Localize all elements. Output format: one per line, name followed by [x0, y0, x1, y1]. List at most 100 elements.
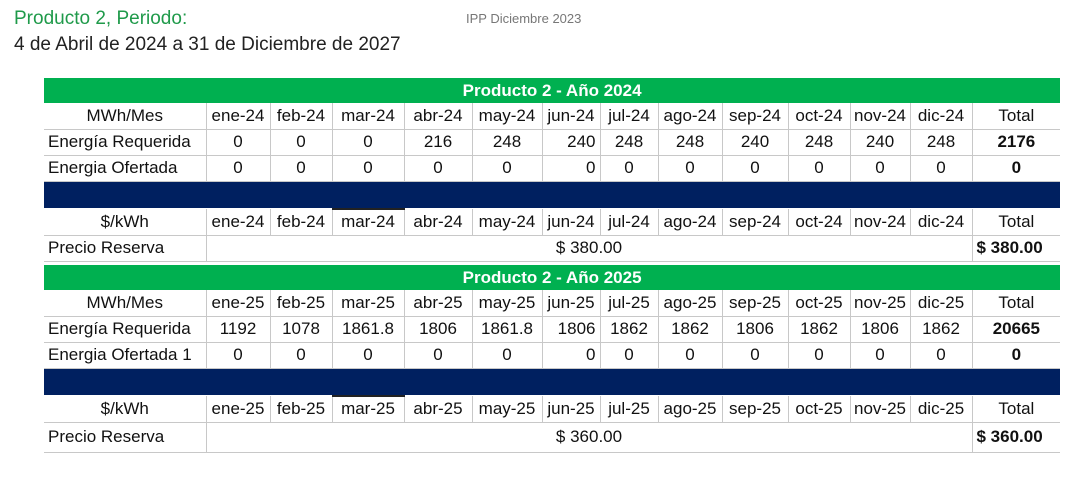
month-header: oct-25: [788, 396, 851, 423]
month-header: nov-24: [850, 103, 911, 130]
value-cell: 0: [658, 155, 723, 182]
month-header: ene-25: [206, 290, 271, 317]
month-header-row: MWh/Mes ene-25 feb-25 mar-25 abr-25 may-25 jun…: [44, 290, 1061, 317]
month-header: ene-24: [206, 103, 271, 130]
value-cell: 0: [722, 155, 789, 182]
block-title: Producto 2 - Año 2025: [44, 265, 1061, 290]
unit-label: MWh/Mes: [44, 103, 207, 130]
month-header: abr-24: [404, 103, 473, 130]
value-cell: 0: [722, 342, 789, 369]
ipp-label: IPP Diciembre 2023: [466, 11, 582, 26]
month-header: oct-24: [788, 103, 851, 130]
total-header: Total: [972, 209, 1061, 236]
price-row: Precio Reserva $ 360.00 $ 360.00: [44, 422, 1061, 453]
value-cell: 1806: [722, 316, 789, 343]
block-title-row: Producto 2 - Año 2025: [44, 265, 1061, 290]
value-cell: 1862: [600, 316, 659, 343]
total-cell: 20665: [972, 316, 1061, 343]
month-header: jun-25: [542, 290, 601, 317]
total-cell: 0: [972, 342, 1061, 369]
value-cell: 240: [722, 129, 789, 156]
product-2-2025-table: Producto 2 - Año 2025 MWh/Mes ene-25 feb-25…: [44, 265, 1061, 453]
price-unit-label: $/kWh: [44, 396, 207, 423]
value-cell: 0: [910, 342, 973, 369]
value-cell: 0: [658, 342, 723, 369]
value-cell: 0: [600, 342, 659, 369]
value-cell: 1192: [206, 316, 271, 343]
value-cell: 0: [542, 155, 601, 182]
month-header: ene-24: [206, 209, 271, 236]
value-cell: 248: [600, 129, 659, 156]
value-cell: 248: [788, 129, 851, 156]
month-header: dic-25: [910, 290, 973, 317]
month-header: abr-25: [404, 396, 473, 423]
value-cell: 0: [910, 155, 973, 182]
month-header: ago-25: [658, 290, 723, 317]
row-label: Energia Ofertada 1: [44, 342, 207, 369]
block-title: Producto 2 - Año 2024: [44, 78, 1061, 103]
value-cell: 240: [542, 129, 601, 156]
price-header-row: $/kWh ene-24 feb-24 mar-24 abr-24 may-24 jun-2…: [44, 208, 1061, 236]
unit-label: MWh/Mes: [44, 290, 207, 317]
value-cell: 1862: [910, 316, 973, 343]
value-cell: 1861.8: [472, 316, 543, 343]
month-header: may-25: [472, 290, 543, 317]
total-cell: 0: [972, 155, 1061, 182]
price-value: $ 380.00: [206, 235, 973, 262]
value-cell: 1862: [788, 316, 851, 343]
month-header: abr-24: [404, 209, 473, 236]
value-cell: 248: [658, 129, 723, 156]
month-header: sep-24: [722, 103, 789, 130]
value-cell: 0: [332, 342, 405, 369]
table-row: Energía Requerida 0 0 0 216 248 240 248 248 240 24…: [44, 129, 1061, 156]
month-header: ago-24: [658, 209, 723, 236]
value-cell: 0: [332, 129, 405, 156]
month-header: mar-24: [332, 103, 405, 130]
value-cell: 0: [788, 155, 851, 182]
month-header: feb-24: [270, 103, 333, 130]
month-header: abr-25: [404, 290, 473, 317]
value-cell: 0: [270, 129, 333, 156]
product-2-2024-table: Producto 2 - Año 2024 MWh/Mes ene-24 feb-24…: [44, 78, 1061, 262]
month-header: feb-25: [270, 290, 333, 317]
month-header: jun-24: [542, 103, 601, 130]
month-header: may-24: [472, 209, 543, 236]
month-header: feb-24: [270, 209, 333, 236]
divider-cell: [44, 181, 1061, 209]
month-header-row: MWh/Mes ene-24 feb-24 mar-24 abr-24 may-24 jun…: [44, 103, 1061, 130]
divider-bar: [44, 181, 1061, 209]
value-cell: 0: [542, 342, 601, 369]
month-header: jul-24: [600, 103, 659, 130]
total-cell: 2176: [972, 129, 1061, 156]
month-header: jun-25: [542, 396, 601, 423]
month-header: nov-24: [850, 209, 911, 236]
month-header: may-25: [472, 396, 543, 423]
total-header: Total: [972, 290, 1061, 317]
product-title: Producto 2, Periodo:: [14, 8, 188, 29]
value-cell: 0: [206, 129, 271, 156]
price-value: $ 360.00: [206, 422, 973, 453]
row-label: Energía Requerida: [44, 316, 207, 343]
value-cell: 248: [910, 129, 973, 156]
value-cell: 0: [270, 155, 333, 182]
month-header: jul-25: [600, 396, 659, 423]
month-header: jul-24: [600, 209, 659, 236]
value-cell: 1861.8: [332, 316, 405, 343]
month-header: mar-24: [332, 208, 405, 236]
month-header: dic-24: [910, 209, 973, 236]
price-total: $ 360.00: [972, 422, 1061, 453]
total-header: Total: [972, 103, 1061, 130]
month-header: mar-25: [332, 395, 405, 423]
value-cell: 1806: [404, 316, 473, 343]
divider-cell: [44, 368, 1061, 396]
divider-bar: [44, 368, 1061, 396]
price-label: Precio Reserva: [44, 235, 207, 262]
value-cell: 1078: [270, 316, 333, 343]
month-header: oct-25: [788, 290, 851, 317]
month-header: jul-25: [600, 290, 659, 317]
value-cell: 0: [600, 155, 659, 182]
value-cell: 0: [788, 342, 851, 369]
month-header: sep-25: [722, 396, 789, 423]
month-header: sep-24: [722, 209, 789, 236]
value-cell: 0: [472, 155, 543, 182]
